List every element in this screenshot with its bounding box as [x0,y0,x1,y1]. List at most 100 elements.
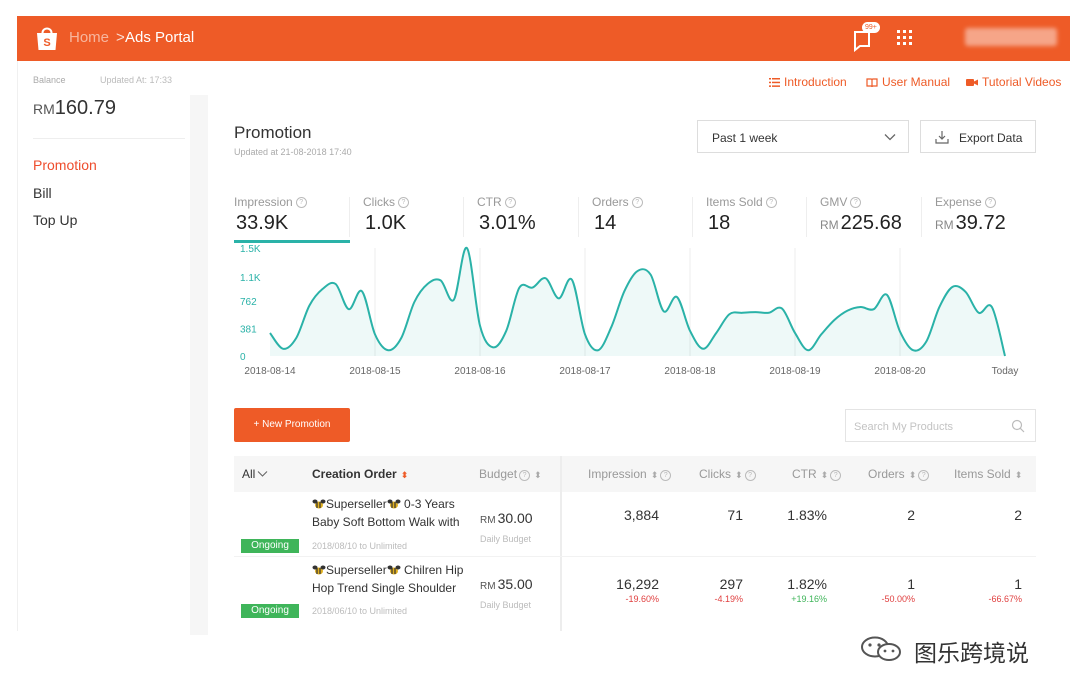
col-budget[interactable]: Budget? ⬍ [479,467,542,481]
help-icon[interactable]: ? [850,197,862,208]
search-products-box[interactable] [845,409,1036,442]
sort-icon[interactable]: ⬍ [650,470,659,480]
metric-value: 39.72 [955,212,1006,234]
impression-cell: 3,884 [623,507,659,523]
product-name[interactable]: Superseller 0-3 Years Baby Soft Bottom Wa… [312,495,472,531]
metric-divider [692,197,693,237]
x-tick-label: 2018-08-19 [769,366,821,377]
product-name-part: Superseller [326,563,387,577]
sidebar-divider [33,138,185,139]
metric-label: Items Sold [706,195,763,209]
x-tick-label: 2018-08-15 [349,366,401,377]
user-manual-link[interactable]: User Manual [866,75,950,89]
sort-icon[interactable]: ⬍ [735,470,743,480]
apps-grid-icon[interactable] [897,30,912,45]
period-select[interactable]: Past 1 week [697,120,909,153]
tutorial-videos-label: Tutorial Videos [982,75,1062,89]
x-tick-label: Today [992,366,1019,377]
sidebar-item-bill[interactable]: Bill [33,185,52,201]
superseller-bee-icon [312,565,326,575]
sort-icon[interactable]: ⬍ [908,470,917,480]
impression-line-chart: 2018-08-14 2018-08-15 2018-08-16 2018-08-17… [240,244,1019,377]
balance-value: 160.79 [54,97,116,119]
metric-clicks[interactable]: Clicks? 1.0K [363,195,409,235]
breadcrumb-home-link[interactable]: Home [69,29,110,46]
metric-orders[interactable]: Orders? 14 [592,195,643,235]
help-icon[interactable]: ? [918,470,930,481]
video-icon [966,79,978,87]
y-tick-label: 762 [240,297,257,308]
introduction-link[interactable]: Introduction [769,75,847,89]
metric-expense[interactable]: Expense? RM 39.72 [935,195,1006,235]
metric-value: 3.01% [479,212,536,234]
superseller-bee-icon [387,565,401,575]
budget-amount[interactable]: RM 35.00 [480,576,533,592]
search-input[interactable] [852,418,1006,436]
help-icon[interactable]: ? [398,197,409,208]
shopee-logo-icon[interactable]: S [34,25,60,52]
help-icon[interactable]: ? [765,197,777,208]
product-name-part: Baby Soft Bottom Walk with [312,515,460,529]
metric-impression[interactable]: Impression? 33.9K [234,195,307,235]
col-items-sold[interactable]: Items Sold ⬍ [954,467,1022,481]
help-icon[interactable]: ? [660,470,672,481]
superseller-bee-icon [312,499,326,509]
sort-icon[interactable]: ⬍ [534,470,542,480]
promotion-date-range: 2018/06/10 to Unlimited [312,606,408,616]
export-data-button[interactable]: Export Data [920,120,1036,153]
tutorial-videos-link[interactable]: Tutorial Videos [966,75,1061,89]
introduction-label: Introduction [784,75,847,89]
ctr-delta: +19.16% [791,594,827,604]
col-clicks[interactable]: Clicks ⬍? [699,467,756,481]
col-impression[interactable]: Impression ⬍? [588,467,672,481]
product-name[interactable]: Superseller Chilren Hip Hop Trend Single … [312,561,472,597]
col-ctr[interactable]: CTR ⬍? [792,467,842,481]
items-sold-cell: 2 [1014,507,1022,523]
balance-label: Balance [33,75,66,85]
metric-value: 1.0K [365,212,407,234]
help-icon[interactable]: ? [504,197,516,208]
search-icon[interactable] [1011,419,1025,433]
sort-icon[interactable]: ⬍ [820,470,829,480]
metric-ctr[interactable]: CTR? 3.01% [477,195,536,235]
help-icon[interactable]: ? [631,197,643,208]
sort-icon[interactable]: ⬍ [1014,470,1023,480]
metric-label: Expense [935,195,982,209]
items-sold-delta: -66.67% [988,594,1022,604]
series-area [270,247,1005,356]
metric-label: Orders [592,195,629,209]
new-promotion-button[interactable]: + New Promotion [234,408,350,442]
sidebar-item-top-up[interactable]: Top Up [33,212,78,228]
balance-currency: RM [33,101,55,117]
status-badge: Ongoing [241,539,299,553]
sort-icon[interactable]: ⬍ [400,470,409,480]
budget-value: 30.00 [497,510,533,526]
sidebar-item-promotion[interactable]: Promotion [33,157,97,173]
y-tick-label: 381 [240,325,257,336]
col-orders[interactable]: Orders ⬍? [868,467,930,481]
superseller-bee-icon [387,499,401,509]
metric-divider [921,197,922,237]
help-icon[interactable]: ? [830,470,842,481]
budget-value: 35.00 [497,576,533,592]
help-icon[interactable]: ? [295,197,307,208]
budget-amount[interactable]: RM 30.00 [480,510,533,526]
user-account-menu[interactable]: username [965,28,1057,46]
help-icon[interactable]: ? [519,470,531,481]
metric-items-sold[interactable]: Items Sold? 18 [706,195,777,235]
export-data-label: Export Data [959,131,1023,145]
ctr-cell: 1.83% [787,507,827,523]
metric-currency: RM [935,218,954,232]
ctr-cell: 1.82% [787,576,827,592]
filter-all-dropdown[interactable]: All [242,467,268,481]
col-label: Budget [479,467,518,481]
product-name-part: Superseller [326,497,387,511]
metric-divider [578,197,579,237]
metric-gmv[interactable]: GMV? RM 225.68 [820,195,902,235]
help-icon[interactable]: ? [744,470,756,481]
chevron-down-icon [257,471,268,477]
filter-all-label: All [242,467,256,481]
metric-currency: RM [820,218,839,232]
help-icon[interactable]: ? [984,197,996,208]
col-creation-order[interactable]: Creation Order ⬍ [312,467,408,481]
